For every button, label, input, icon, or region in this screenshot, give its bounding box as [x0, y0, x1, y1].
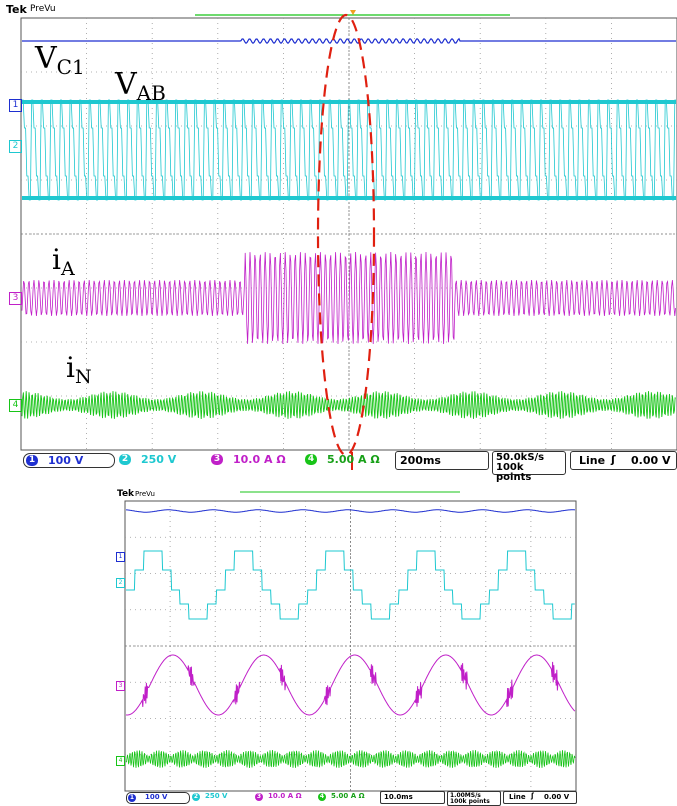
zoom-ch3-trace [125, 654, 576, 716]
trigger-mode: Line [579, 454, 606, 467]
ch4-trace [21, 391, 676, 420]
ch2-badge: 2 [119, 454, 131, 465]
zoom-ch3-badge: 3 [255, 793, 263, 801]
zoom-trigger-mode: Line [509, 793, 526, 801]
zoom-ch1-readout[interactable]: 1 100 V [126, 792, 190, 804]
trigger-marker-icon [350, 10, 356, 15]
label-ia: iA [52, 246, 75, 279]
main-oscillogram [20, 10, 677, 470]
zoom-ch2-scale: 250 V [205, 792, 228, 800]
ch1-marker: 1 [9, 99, 22, 112]
zoom-ch2-marker: 2 [116, 578, 125, 588]
label-vc1-sub: C1 [56, 55, 85, 79]
zoom-ch2-readout[interactable]: 2 250 V [191, 792, 251, 802]
zoom-ch3-scale: 10.0 A Ω [268, 792, 302, 800]
trigger-slope-icon: ʃ [611, 453, 616, 466]
zoom-trigger-level: 0.00 V [544, 793, 570, 801]
sample-rate: 50.0kS/s [496, 452, 545, 463]
zoom-trigger-slope-icon: ʃ [531, 792, 534, 800]
ch2-lower-band [22, 196, 676, 200]
trigger-readout[interactable]: Line ʃ 0.00 V [570, 451, 677, 470]
zoom-oscillogram [124, 491, 577, 792]
zoom-trigger-readout[interactable]: Line ʃ 0.00 V [503, 791, 577, 804]
ch1-trace [22, 37, 676, 44]
sample-rate-readout[interactable]: 50.0kS/s 100k points [492, 451, 566, 483]
zoom-ch4-badge: 4 [318, 793, 326, 801]
zoom-record-length: 100k points [450, 798, 490, 805]
timebase-readout[interactable]: 200ms [395, 451, 489, 470]
zoom-ch4-readout[interactable]: 4 5.00 A Ω [317, 792, 379, 802]
ch2-upper-band [22, 100, 676, 104]
zoom-timebase-readout[interactable]: 10.0ms [380, 791, 445, 804]
zoom-ch4-marker: 4 [116, 756, 125, 766]
label-vab-main: V [115, 67, 137, 102]
ch2-scale: 250 V [141, 453, 177, 466]
label-vab-sub: AB [136, 81, 166, 105]
ch1-badge: 1 [26, 455, 38, 466]
zoom-ch3-readout[interactable]: 3 10.0 A Ω [254, 792, 316, 802]
zoom-brand-label: Tek [117, 489, 135, 499]
ch4-badge: 4 [305, 454, 317, 465]
ch1-scale: 100 V [48, 454, 84, 467]
label-in: iN [66, 354, 92, 387]
zoom-ch1-trace [126, 509, 576, 513]
zoom-ch4-trace [125, 749, 576, 769]
ch4-readout[interactable]: 4 5.00 A Ω [303, 453, 393, 466]
zoom-scope: Tek PreVu 1 2 3 4 1 100 V 2 250 V 3 10.0… [0, 480, 677, 806]
zoom-status-bar: 1 100 V 2 250 V 3 10.0 A Ω 4 5.00 A Ω 10… [125, 791, 577, 806]
label-in-sub: N [74, 366, 92, 388]
zoom-ch4-scale: 5.00 A Ω [331, 792, 365, 800]
zoom-mode-label: PreVu [135, 490, 155, 498]
ch3-scale: 10.0 A Ω [233, 453, 286, 466]
main-status-bar: 1 100 V 2 250 V 3 10.0 A Ω 4 5.00 A Ω 20… [21, 451, 677, 483]
label-vab: VAB [115, 67, 166, 105]
record-length: 100k points [496, 462, 532, 483]
ch2-marker: 2 [9, 140, 22, 153]
zoom-traces [125, 509, 576, 769]
ch4-scale: 5.00 A Ω [327, 453, 380, 466]
zoom-timebase-value: 10.0ms [384, 793, 413, 801]
zoom-ch1-scale: 100 V [145, 793, 168, 801]
main-scope: Tek PreVu VC1 VAB iA iN 1 2 3 4 1 100 V [6, 3, 677, 483]
ch1-readout[interactable]: 1 100 V [23, 453, 115, 468]
label-ia-main: i [52, 243, 61, 276]
ch3-trace [21, 251, 676, 345]
zoom-ch1-badge: 1 [128, 794, 136, 802]
zoom-ch2-badge: 2 [192, 793, 200, 801]
label-vc1: VC1 [35, 41, 85, 79]
mode-label: PreVu [30, 4, 56, 14]
zoom-ch3-marker: 3 [116, 681, 125, 691]
highlight-ellipse [316, 13, 376, 457]
trigger-level: 0.00 V [631, 454, 671, 467]
ch3-readout[interactable]: 3 10.0 A Ω [209, 453, 301, 466]
ch4-marker: 4 [9, 399, 22, 412]
brand-label: Tek [6, 3, 27, 16]
main-traces [21, 37, 676, 420]
zoom-ch1-marker: 1 [116, 552, 125, 562]
label-in-main: i [66, 351, 75, 384]
ch2-readout[interactable]: 2 250 V [117, 453, 205, 466]
zoom-sample-rate: 1.00MS/s [450, 792, 481, 799]
label-ia-sub: A [60, 258, 75, 280]
ch3-badge: 3 [211, 454, 223, 465]
zoom-ch2-trace [126, 550, 575, 620]
timebase-value: 200ms [400, 454, 441, 467]
main-grid [21, 18, 677, 450]
ch3-marker: 3 [9, 292, 22, 305]
label-vc1-main: V [35, 41, 57, 76]
